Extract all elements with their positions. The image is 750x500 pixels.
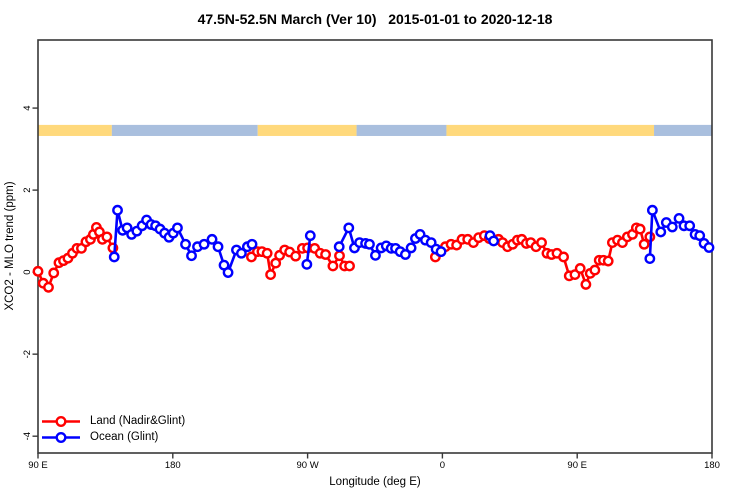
land-series-point (265, 269, 277, 280)
x-axis-label: Longitude (deg E) (329, 476, 421, 488)
land-series-point (638, 238, 650, 250)
ocean-series-point (172, 222, 183, 234)
ocean-series-point (246, 238, 258, 250)
ocean-series-point (180, 238, 191, 250)
surface-band-land (38, 124, 112, 136)
land-series-point (290, 250, 302, 262)
ocean-series-point (694, 230, 706, 242)
ocean-series-point (186, 250, 197, 262)
surface-band-ocean (654, 124, 712, 136)
legend-item-land: Land (Nadir&Glint) (41, 413, 185, 429)
land-series-point (536, 237, 547, 249)
ocean-series-key-icon (42, 431, 80, 443)
ocean-series-point (364, 238, 375, 250)
legend-item-ocean: Ocean (Glint) (41, 429, 185, 445)
land-series-point (43, 281, 54, 293)
x-tick-label: 90 W (297, 460, 319, 471)
x-tick-label: 180 (704, 460, 720, 471)
y-tick-label: 0 (22, 269, 33, 274)
ocean-series-point (301, 258, 313, 270)
ocean-series-point (343, 222, 355, 234)
y-tick-label: 4 (22, 105, 33, 110)
land-series-point (261, 247, 273, 259)
y-tick-label: -2 (22, 350, 33, 358)
ocean-series-point (435, 246, 447, 258)
land-series-point (589, 264, 601, 276)
ocean-series-point (235, 247, 247, 259)
ocean-series-point (673, 213, 685, 224)
legend-label-land: Land (Nadir&Glint) (90, 415, 186, 427)
ocean-series-point (333, 241, 345, 253)
x-tick-label: 0 (440, 460, 445, 471)
land-series-point (344, 260, 355, 272)
ocean-series-point (370, 249, 381, 261)
surface-band-land (446, 124, 655, 136)
ocean-series-point (644, 253, 656, 264)
ocean-series-point (108, 251, 120, 263)
legend: Land (Nadir&Glint) Ocean (Glint) (41, 413, 185, 445)
land-series-point (558, 251, 569, 263)
chart-title: 47.5N-52.5N March (Ver 10) 2015-01-01 to… (197, 11, 553, 27)
land-series-point (101, 231, 113, 243)
land-series-point (574, 263, 586, 274)
ocean-series-point (684, 220, 696, 232)
surface-band-ocean (356, 124, 447, 136)
land-series-point (48, 267, 60, 279)
legend-label-ocean: Ocean (Glint) (90, 431, 159, 443)
ocean-series-point (400, 249, 411, 260)
ocean-series-point (198, 238, 210, 250)
x-tick-label: 180 (165, 460, 181, 471)
ocean-series-point (206, 233, 218, 245)
x-tick-label: 90 E (28, 460, 48, 471)
surface-band-ocean (111, 124, 258, 136)
ocean-series-point (405, 242, 417, 254)
land-series-point (602, 255, 614, 267)
ocean-series-point (488, 235, 500, 247)
y-tick-label: -4 (22, 432, 33, 440)
ocean-series-point (304, 230, 316, 242)
land-series-point (634, 223, 646, 235)
land-series-point (580, 279, 592, 290)
x-tick-label: 90 E (567, 460, 587, 471)
y-tick-label: 2 (22, 187, 33, 192)
ocean-series-point (112, 204, 123, 216)
ocean-series-point (666, 221, 678, 233)
ocean-series-point (646, 204, 658, 216)
land-series-point (32, 265, 44, 277)
surface-band-land (257, 124, 357, 136)
land-series-point (320, 249, 331, 260)
land-series-point (327, 260, 339, 272)
ocean-series-point (222, 267, 234, 278)
land-series-key-icon (42, 415, 80, 427)
ocean-series-point (212, 241, 224, 253)
ocean-series-point (703, 242, 715, 253)
land-series-point (334, 250, 345, 262)
ocean-series-point (655, 226, 667, 238)
